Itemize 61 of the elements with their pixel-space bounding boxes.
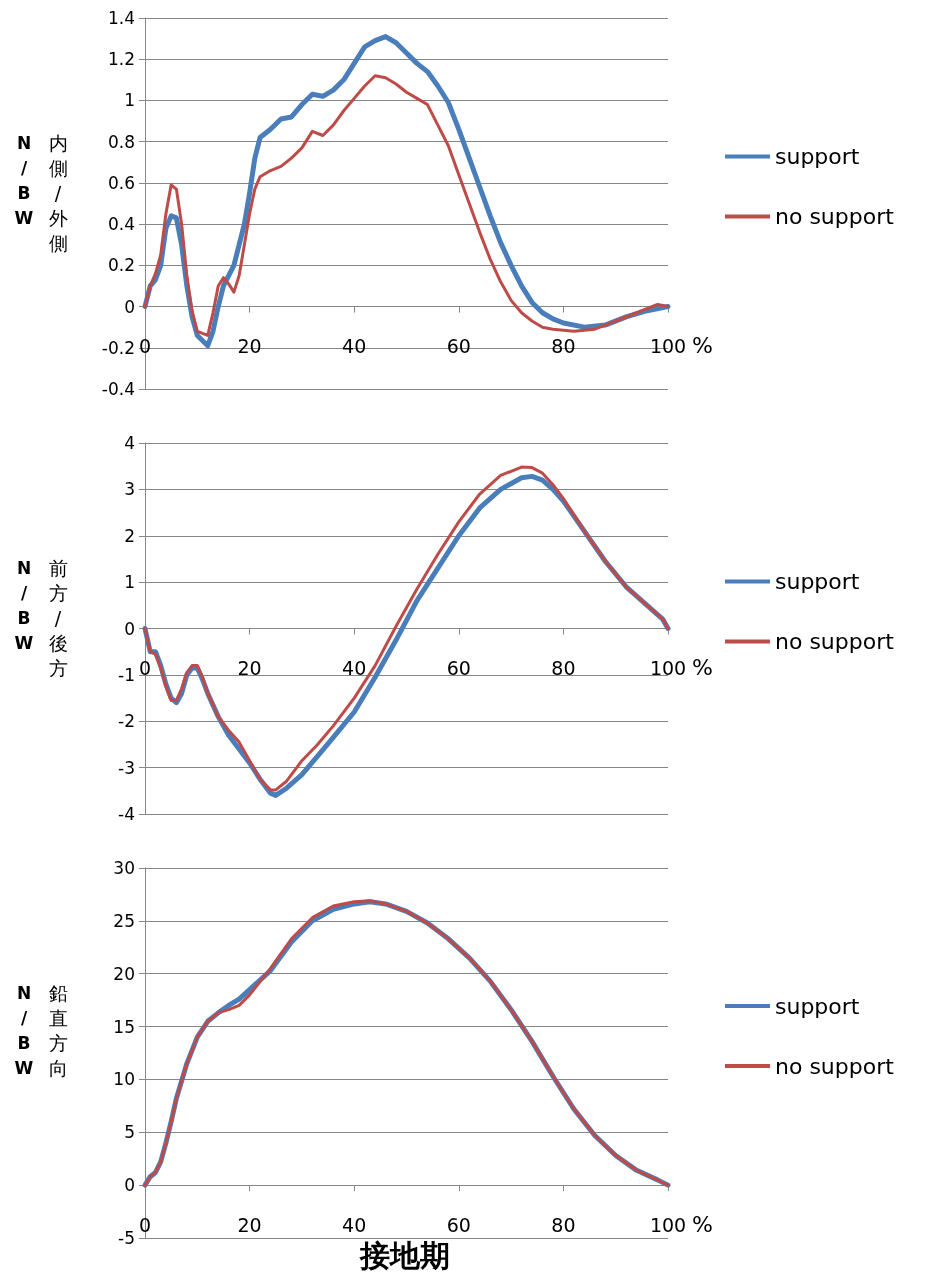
text: N/BW: [13, 557, 35, 656]
x-tick-label: 20: [237, 335, 262, 358]
x-tick-label: 40: [342, 1213, 367, 1236]
x-tick-label: 40: [342, 335, 367, 358]
y-tick-label: -2: [118, 711, 135, 732]
y-axis-title: 内側/外側: [47, 131, 69, 257]
y-tick-label: -0.4: [101, 379, 135, 399]
y-tick-label: 10: [113, 1069, 135, 1090]
x-axis-title: %: [692, 655, 713, 680]
x-axis-title: %: [692, 333, 713, 359]
y-tick-label: 1: [124, 572, 135, 593]
x-axis-title: %: [692, 1211, 713, 1237]
x-tick-label: 80: [551, 657, 576, 679]
y-tick-label: 4: [124, 433, 135, 453]
x-tick-label: 60: [446, 335, 471, 358]
y-tick-label: 20: [113, 963, 135, 984]
y-tick-label: 25: [113, 910, 135, 931]
y-axis-title: 前方/後方: [47, 556, 69, 682]
y-tick-label: 15: [113, 1016, 135, 1037]
y-tick-label: -1: [118, 664, 135, 685]
y-tick-label: 0: [124, 296, 135, 317]
y-tick-label: 0: [124, 1175, 135, 1196]
y-tick-label: 1.2: [107, 49, 135, 70]
y-tick-label: 5: [124, 1122, 135, 1143]
x-tick-label: 100: [649, 335, 687, 358]
x-tick-label: 100: [649, 1213, 687, 1236]
y-tick-label: -4: [118, 804, 135, 824]
y-tick-label: 0.4: [107, 214, 135, 235]
x-tick-label: 80: [551, 1213, 576, 1236]
x-tick-label: 0: [138, 335, 152, 358]
x-tick-label: 20: [237, 657, 262, 679]
legend-label: support: [775, 143, 860, 169]
x-tick-label: 60: [446, 657, 471, 679]
y-tick-label: 0.6: [107, 172, 135, 193]
legend-label: support: [775, 568, 860, 594]
y-tick-label: -3: [118, 757, 135, 778]
y-axis-title: 鉛直方向: [47, 980, 69, 1081]
x-tick-label: 40: [342, 657, 367, 679]
legend-label: no support: [775, 1053, 895, 1079]
y-tick-label: -0.2: [101, 337, 135, 358]
annotation: 接地期: [359, 1237, 450, 1273]
y-tick-label: 0.2: [107, 255, 135, 276]
y-tick-label: 1.4: [107, 8, 135, 28]
text: N/BW: [13, 132, 35, 231]
text: N/BW: [13, 981, 35, 1080]
legend-label: no support: [775, 628, 895, 654]
x-tick-label: 0: [138, 1213, 152, 1236]
x-tick-label: 100: [649, 657, 687, 679]
y-tick-label: 30: [113, 858, 135, 878]
legend-label: support: [775, 993, 860, 1019]
y-tick-label: 2: [124, 525, 135, 546]
y-tick-label: 0.8: [107, 131, 135, 152]
y-tick-label: 1: [124, 90, 135, 111]
x-tick-label: 80: [551, 335, 576, 358]
x-tick-label: 60: [446, 1213, 471, 1236]
y-tick-label: 0: [124, 618, 135, 639]
legend-label: no support: [775, 203, 895, 229]
y-tick-label: -5: [118, 1228, 135, 1248]
x-tick-label: 0: [138, 657, 152, 679]
x-tick-label: 20: [237, 1213, 262, 1236]
y-tick-label: 3: [124, 479, 135, 500]
